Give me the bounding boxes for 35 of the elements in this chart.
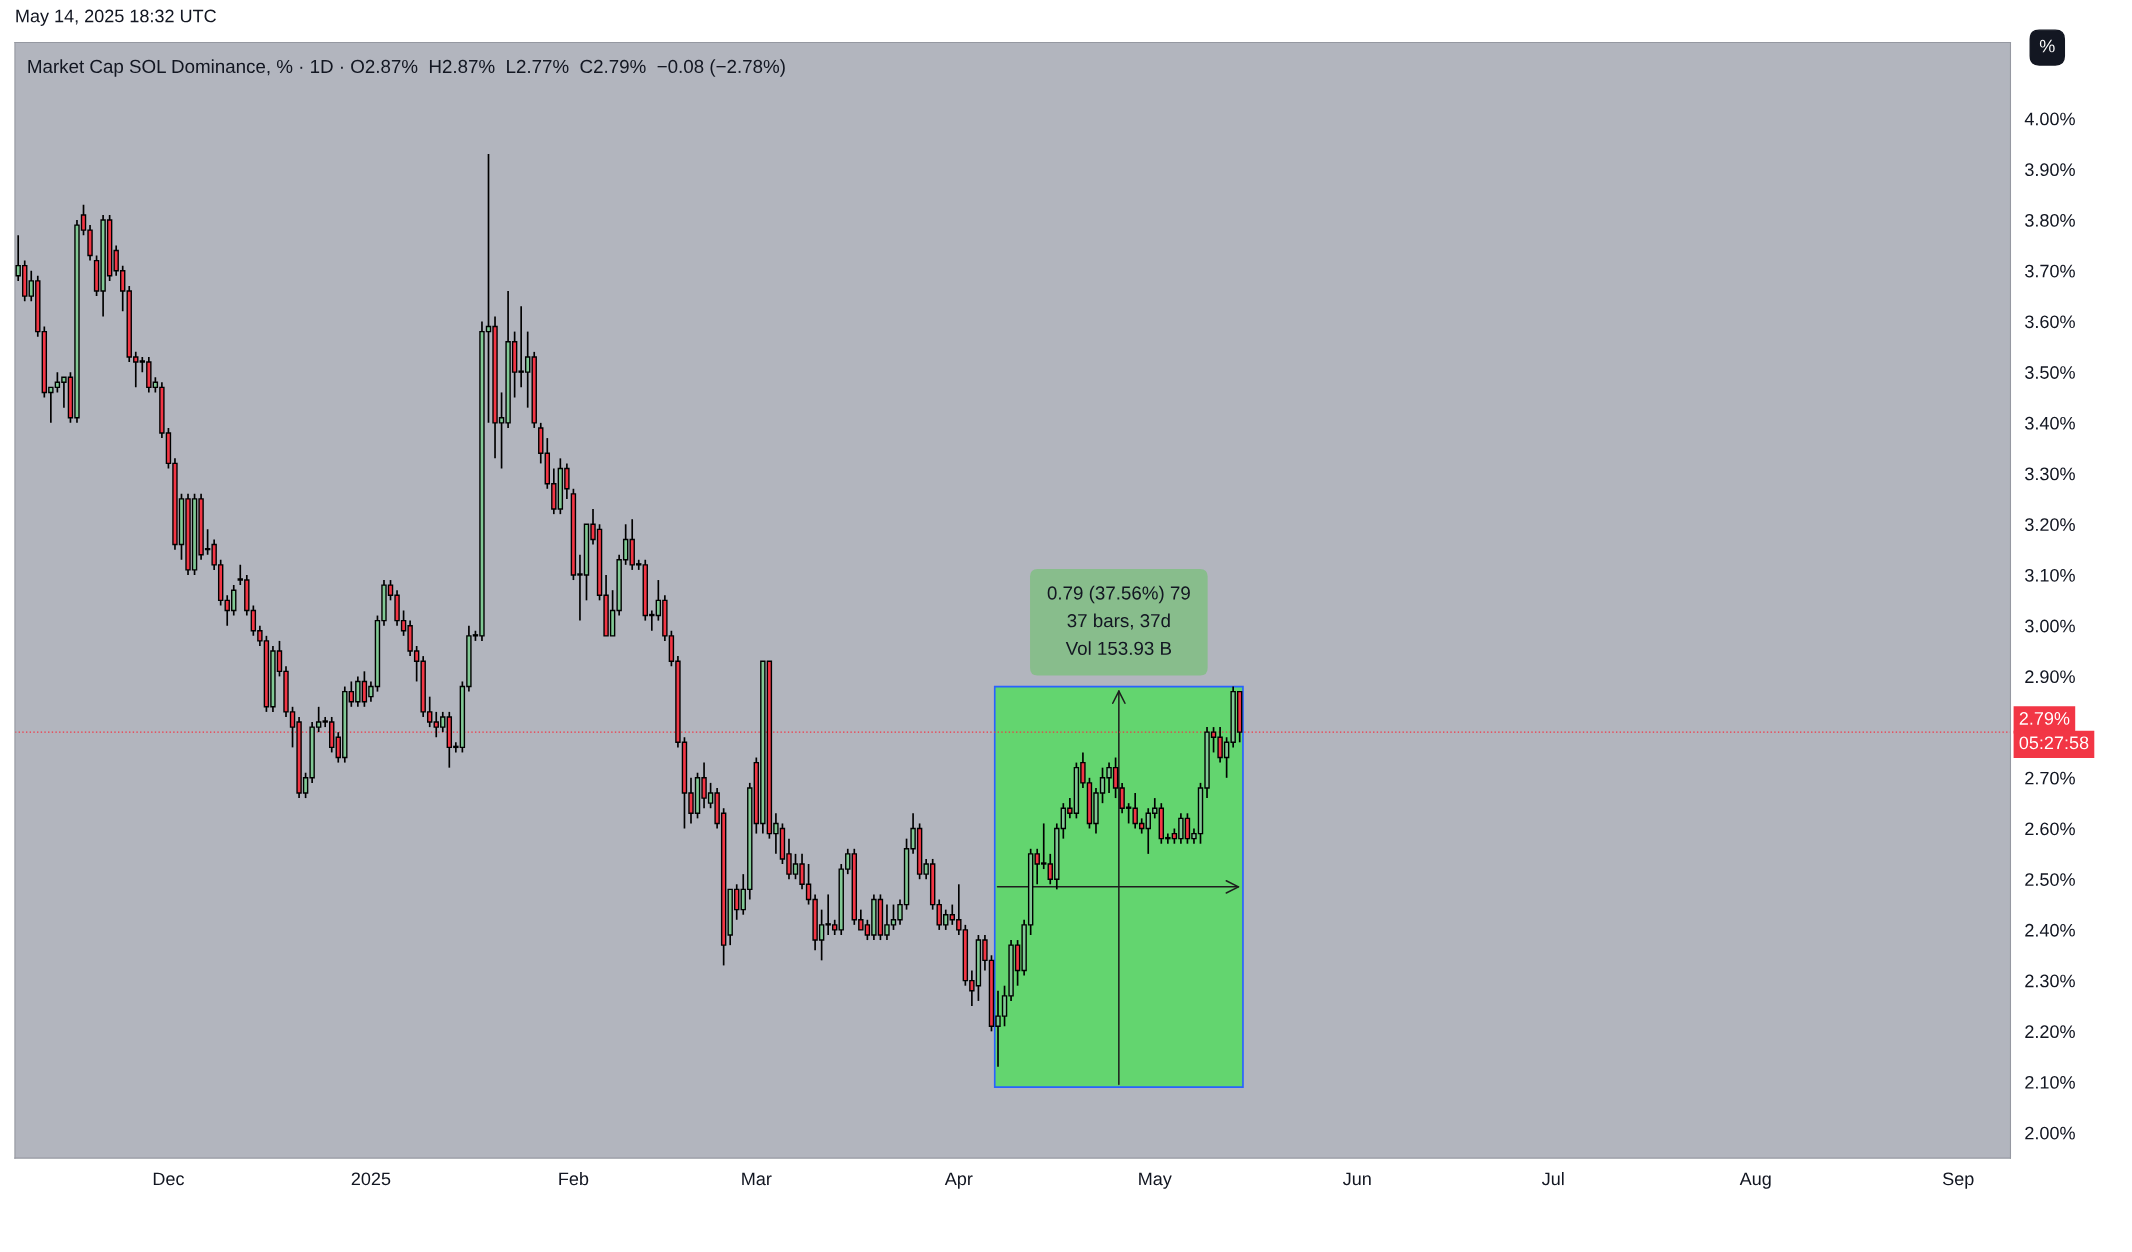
y-tick-label: 3.30% (2025, 467, 2075, 481)
y-tick-label: 3.60% (2025, 315, 2075, 329)
y-tick-label: 3.20% (2025, 518, 2075, 531)
y-tick-label: 2.50% (2025, 873, 2075, 886)
text: May 14, 2025 18:32 UTC (16, 9, 216, 26)
y-tick-label: 2.20% (2025, 1025, 2075, 1039)
y-tick-label: 2.70% (2025, 771, 2075, 785)
y-tick-label: 2.00% (2025, 1126, 2075, 1140)
x-tick-label: May (1139, 1172, 1172, 1189)
x-tick-label: Dec (153, 1172, 185, 1186)
y-tick-label: 3.90% (2025, 163, 2075, 177)
y-tick-label: 4.00% (2024, 112, 2075, 126)
y-tick-label: 3.70% (2025, 264, 2075, 278)
y-tick-label: 3.10% (2025, 568, 2075, 582)
x-tick-label: Sep (1942, 1172, 1974, 1189)
y-tick-label: 2.10% (2025, 1075, 2075, 1089)
annotation: 0.79 (37.56%) 79 37 bars, 37d Vol 153.93 B (1047, 585, 1190, 655)
x-tick-label: Apr (944, 1172, 973, 1189)
y-tick-label: 3.40% (2025, 416, 2075, 430)
y-tick-label: 3.50% (2025, 366, 2075, 379)
x-tick-label: Feb (559, 1171, 589, 1186)
y-tick-label: 2.40% (2025, 923, 2075, 937)
x-tick-label: Mar (742, 1172, 772, 1186)
x-tick-label: Jul (1541, 1171, 1564, 1186)
y-tick-label: 2.60% (2025, 822, 2075, 836)
text: % (2039, 39, 2055, 53)
y-tick-label: 3.00% (2025, 619, 2075, 633)
y-tick-label: 2.30% (2025, 974, 2075, 988)
x-tick-label: 2025 (351, 1172, 391, 1186)
ref-line-label: 2.79% 05:27:58 (2019, 712, 2089, 750)
y-tick-label: 3.80% (2025, 213, 2075, 227)
x-tick-label: Jun (1343, 1172, 1371, 1186)
y-tick-label: 2.90% (2025, 670, 2075, 684)
text: Market Cap SOL Dominance, % · 1D · O2.87% H2.87% L2.77% C2.79% −0.08 (−2.78%) (28, 59, 785, 77)
x-tick-label: Aug (1739, 1172, 1771, 1189)
